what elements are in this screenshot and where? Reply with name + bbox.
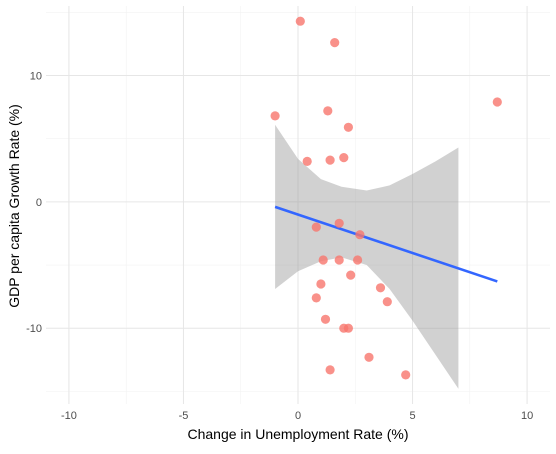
data-point <box>320 314 331 324</box>
x-tick-label: 5 <box>409 410 415 422</box>
y-axis-title: GDP per capita Growth Rate (%) <box>6 104 22 308</box>
y-tick-label: 10 <box>30 70 42 82</box>
data-point <box>330 38 340 48</box>
data-point <box>334 255 344 265</box>
data-point <box>375 283 386 293</box>
x-axis-title: Change in Unemployment Rate (%) <box>188 426 409 442</box>
confidence-band-layer <box>275 124 459 389</box>
data-point <box>339 153 349 163</box>
x-tick-label: 0 <box>295 410 301 422</box>
data-point <box>323 106 333 116</box>
data-point <box>311 222 321 232</box>
data-point <box>334 218 344 228</box>
data-point <box>492 97 502 107</box>
x-tick-label: 10 <box>521 410 533 422</box>
data-point <box>343 323 353 333</box>
data-point <box>325 155 335 165</box>
x-tick-label: -10 <box>61 410 77 422</box>
y-tick-label: -10 <box>26 323 42 335</box>
data-point <box>364 352 374 362</box>
data-point <box>325 365 335 375</box>
points-layer <box>270 16 502 380</box>
data-point <box>382 297 392 307</box>
data-point <box>346 270 356 280</box>
data-point <box>355 230 365 240</box>
data-point <box>311 293 321 303</box>
data-point <box>270 111 280 121</box>
data-point <box>343 122 353 132</box>
data-point <box>316 279 326 289</box>
data-point <box>302 156 312 166</box>
y-tick-label: 0 <box>36 197 42 209</box>
confidence-band <box>275 124 459 389</box>
data-point <box>353 255 363 265</box>
trend-line-layer <box>274 205 498 283</box>
x-tick-label: -5 <box>179 410 189 422</box>
data-point <box>295 16 305 26</box>
x-tick-labels: -10 -5 0 5 10 <box>61 410 533 422</box>
regression-line <box>274 205 498 283</box>
data-point <box>401 370 411 380</box>
data-point <box>318 255 328 265</box>
y-tick-labels: -10 0 10 <box>26 70 42 335</box>
major-gridlines <box>46 6 550 404</box>
